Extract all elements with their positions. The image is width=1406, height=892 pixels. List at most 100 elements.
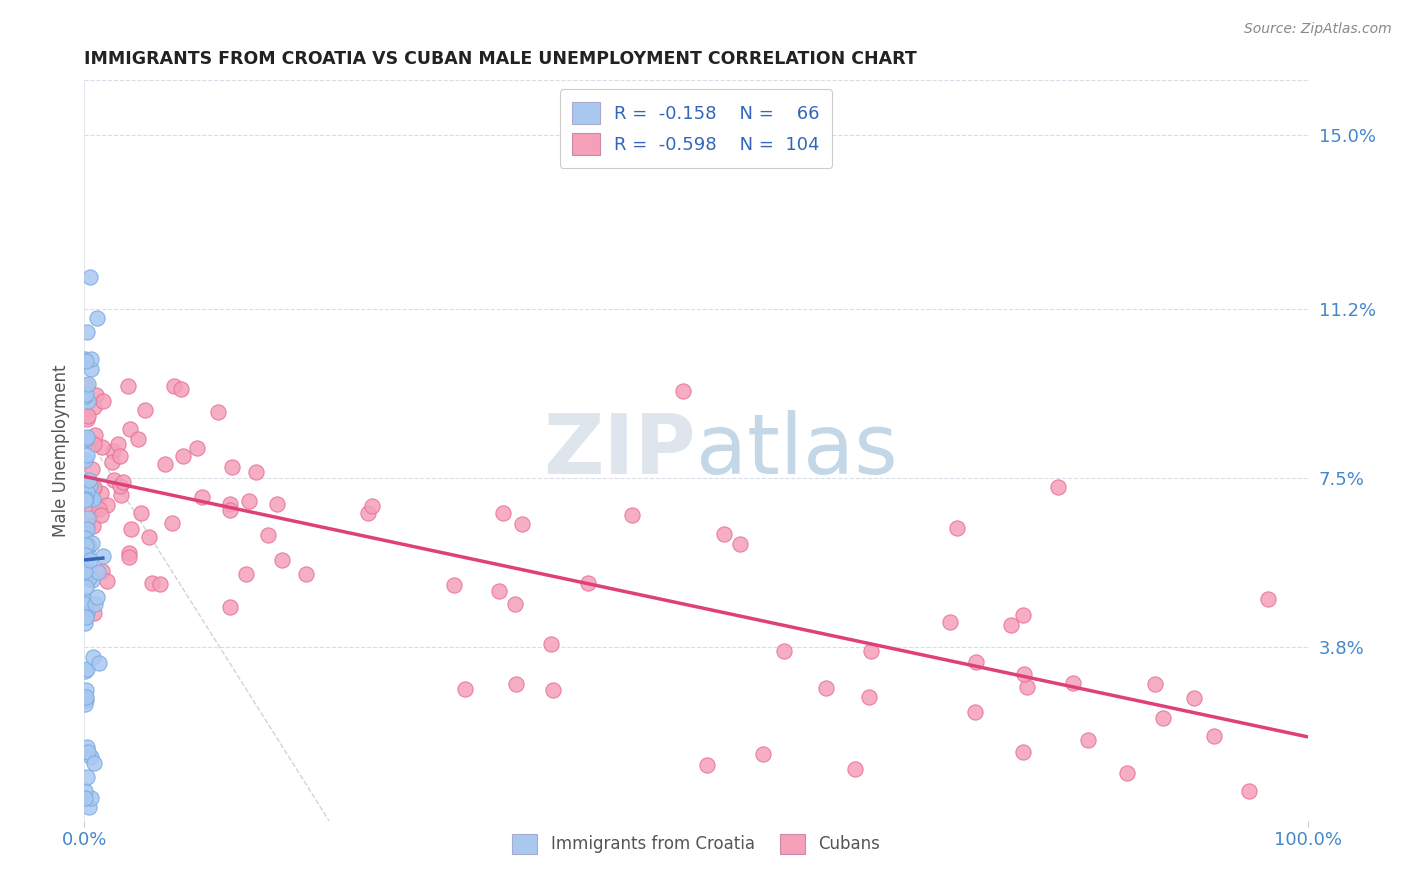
Point bbox=[170, 382, 193, 396]
Point bbox=[83, 606, 105, 620]
Point bbox=[86, 310, 108, 325]
Point bbox=[75, 567, 97, 582]
Point bbox=[76, 518, 98, 533]
Point bbox=[80, 535, 103, 549]
Point bbox=[79, 433, 101, 447]
Point bbox=[492, 506, 515, 520]
Point bbox=[79, 269, 101, 284]
Point bbox=[172, 449, 194, 463]
Point bbox=[245, 465, 267, 479]
Point bbox=[191, 491, 214, 505]
Point bbox=[75, 693, 97, 707]
Point bbox=[84, 597, 107, 611]
Point bbox=[75, 556, 97, 570]
Y-axis label: Male Unemployment: Male Unemployment bbox=[52, 364, 70, 537]
Point bbox=[73, 784, 96, 798]
Point bbox=[110, 488, 132, 502]
Point bbox=[728, 537, 751, 551]
Point bbox=[270, 553, 292, 567]
Point bbox=[713, 527, 735, 541]
Point bbox=[221, 459, 243, 474]
Point bbox=[77, 511, 100, 525]
Point bbox=[814, 681, 837, 696]
Point bbox=[75, 597, 97, 611]
Point bbox=[87, 565, 110, 579]
Point bbox=[77, 394, 100, 409]
Point bbox=[80, 352, 103, 367]
Point bbox=[96, 499, 118, 513]
Point bbox=[118, 546, 141, 560]
Point bbox=[110, 479, 132, 493]
Point bbox=[83, 756, 105, 770]
Point bbox=[108, 449, 131, 463]
Point bbox=[80, 790, 103, 805]
Point bbox=[543, 683, 565, 698]
Point bbox=[73, 531, 96, 545]
Point bbox=[80, 749, 103, 764]
Point bbox=[75, 432, 97, 446]
Point bbox=[75, 683, 97, 698]
Point bbox=[488, 584, 510, 599]
Point bbox=[83, 480, 105, 494]
Point bbox=[696, 757, 718, 772]
Point bbox=[90, 508, 112, 522]
Point bbox=[91, 564, 114, 578]
Point bbox=[118, 550, 141, 565]
Point bbox=[1017, 680, 1039, 694]
Point bbox=[76, 448, 98, 462]
Point bbox=[1182, 690, 1205, 705]
Text: Source: ZipAtlas.com: Source: ZipAtlas.com bbox=[1244, 22, 1392, 37]
Point bbox=[1237, 784, 1260, 798]
Point bbox=[218, 599, 240, 614]
Point bbox=[120, 522, 142, 536]
Point bbox=[91, 440, 114, 454]
Point bbox=[1047, 480, 1070, 494]
Point bbox=[75, 790, 97, 805]
Point bbox=[672, 384, 695, 398]
Point bbox=[76, 376, 98, 391]
Point bbox=[75, 580, 97, 594]
Point bbox=[1000, 617, 1022, 632]
Point bbox=[266, 498, 288, 512]
Point bbox=[79, 553, 101, 567]
Point bbox=[965, 655, 987, 669]
Point bbox=[79, 800, 101, 814]
Point bbox=[443, 578, 465, 592]
Point bbox=[1077, 733, 1099, 747]
Point bbox=[75, 538, 97, 552]
Point bbox=[76, 522, 98, 536]
Point bbox=[76, 430, 98, 444]
Point bbox=[107, 437, 129, 451]
Point bbox=[80, 505, 103, 519]
Point bbox=[1011, 607, 1033, 622]
Point bbox=[1204, 729, 1226, 743]
Point bbox=[79, 571, 101, 585]
Point bbox=[76, 662, 98, 676]
Text: ZIP: ZIP bbox=[544, 410, 696, 491]
Point bbox=[505, 597, 527, 611]
Point bbox=[77, 745, 100, 759]
Legend: Immigrants from Croatia, Cubans: Immigrants from Croatia, Cubans bbox=[502, 824, 890, 864]
Point bbox=[73, 351, 96, 366]
Point bbox=[149, 576, 172, 591]
Point bbox=[83, 400, 105, 414]
Point bbox=[141, 575, 163, 590]
Point bbox=[257, 528, 280, 542]
Point bbox=[505, 677, 527, 691]
Point bbox=[84, 387, 107, 401]
Text: IMMIGRANTS FROM CROATIA VS CUBAN MALE UNEMPLOYMENT CORRELATION CHART: IMMIGRANTS FROM CROATIA VS CUBAN MALE UN… bbox=[84, 50, 917, 68]
Point bbox=[76, 326, 98, 340]
Point bbox=[155, 458, 177, 472]
Point bbox=[79, 491, 101, 505]
Point bbox=[1116, 766, 1139, 780]
Point bbox=[1062, 676, 1084, 690]
Point bbox=[80, 361, 103, 376]
Point bbox=[75, 690, 97, 705]
Point bbox=[76, 547, 98, 561]
Point bbox=[76, 770, 98, 784]
Point bbox=[75, 593, 97, 607]
Point bbox=[90, 485, 112, 500]
Point bbox=[75, 477, 97, 491]
Point bbox=[360, 499, 382, 513]
Point bbox=[75, 492, 97, 507]
